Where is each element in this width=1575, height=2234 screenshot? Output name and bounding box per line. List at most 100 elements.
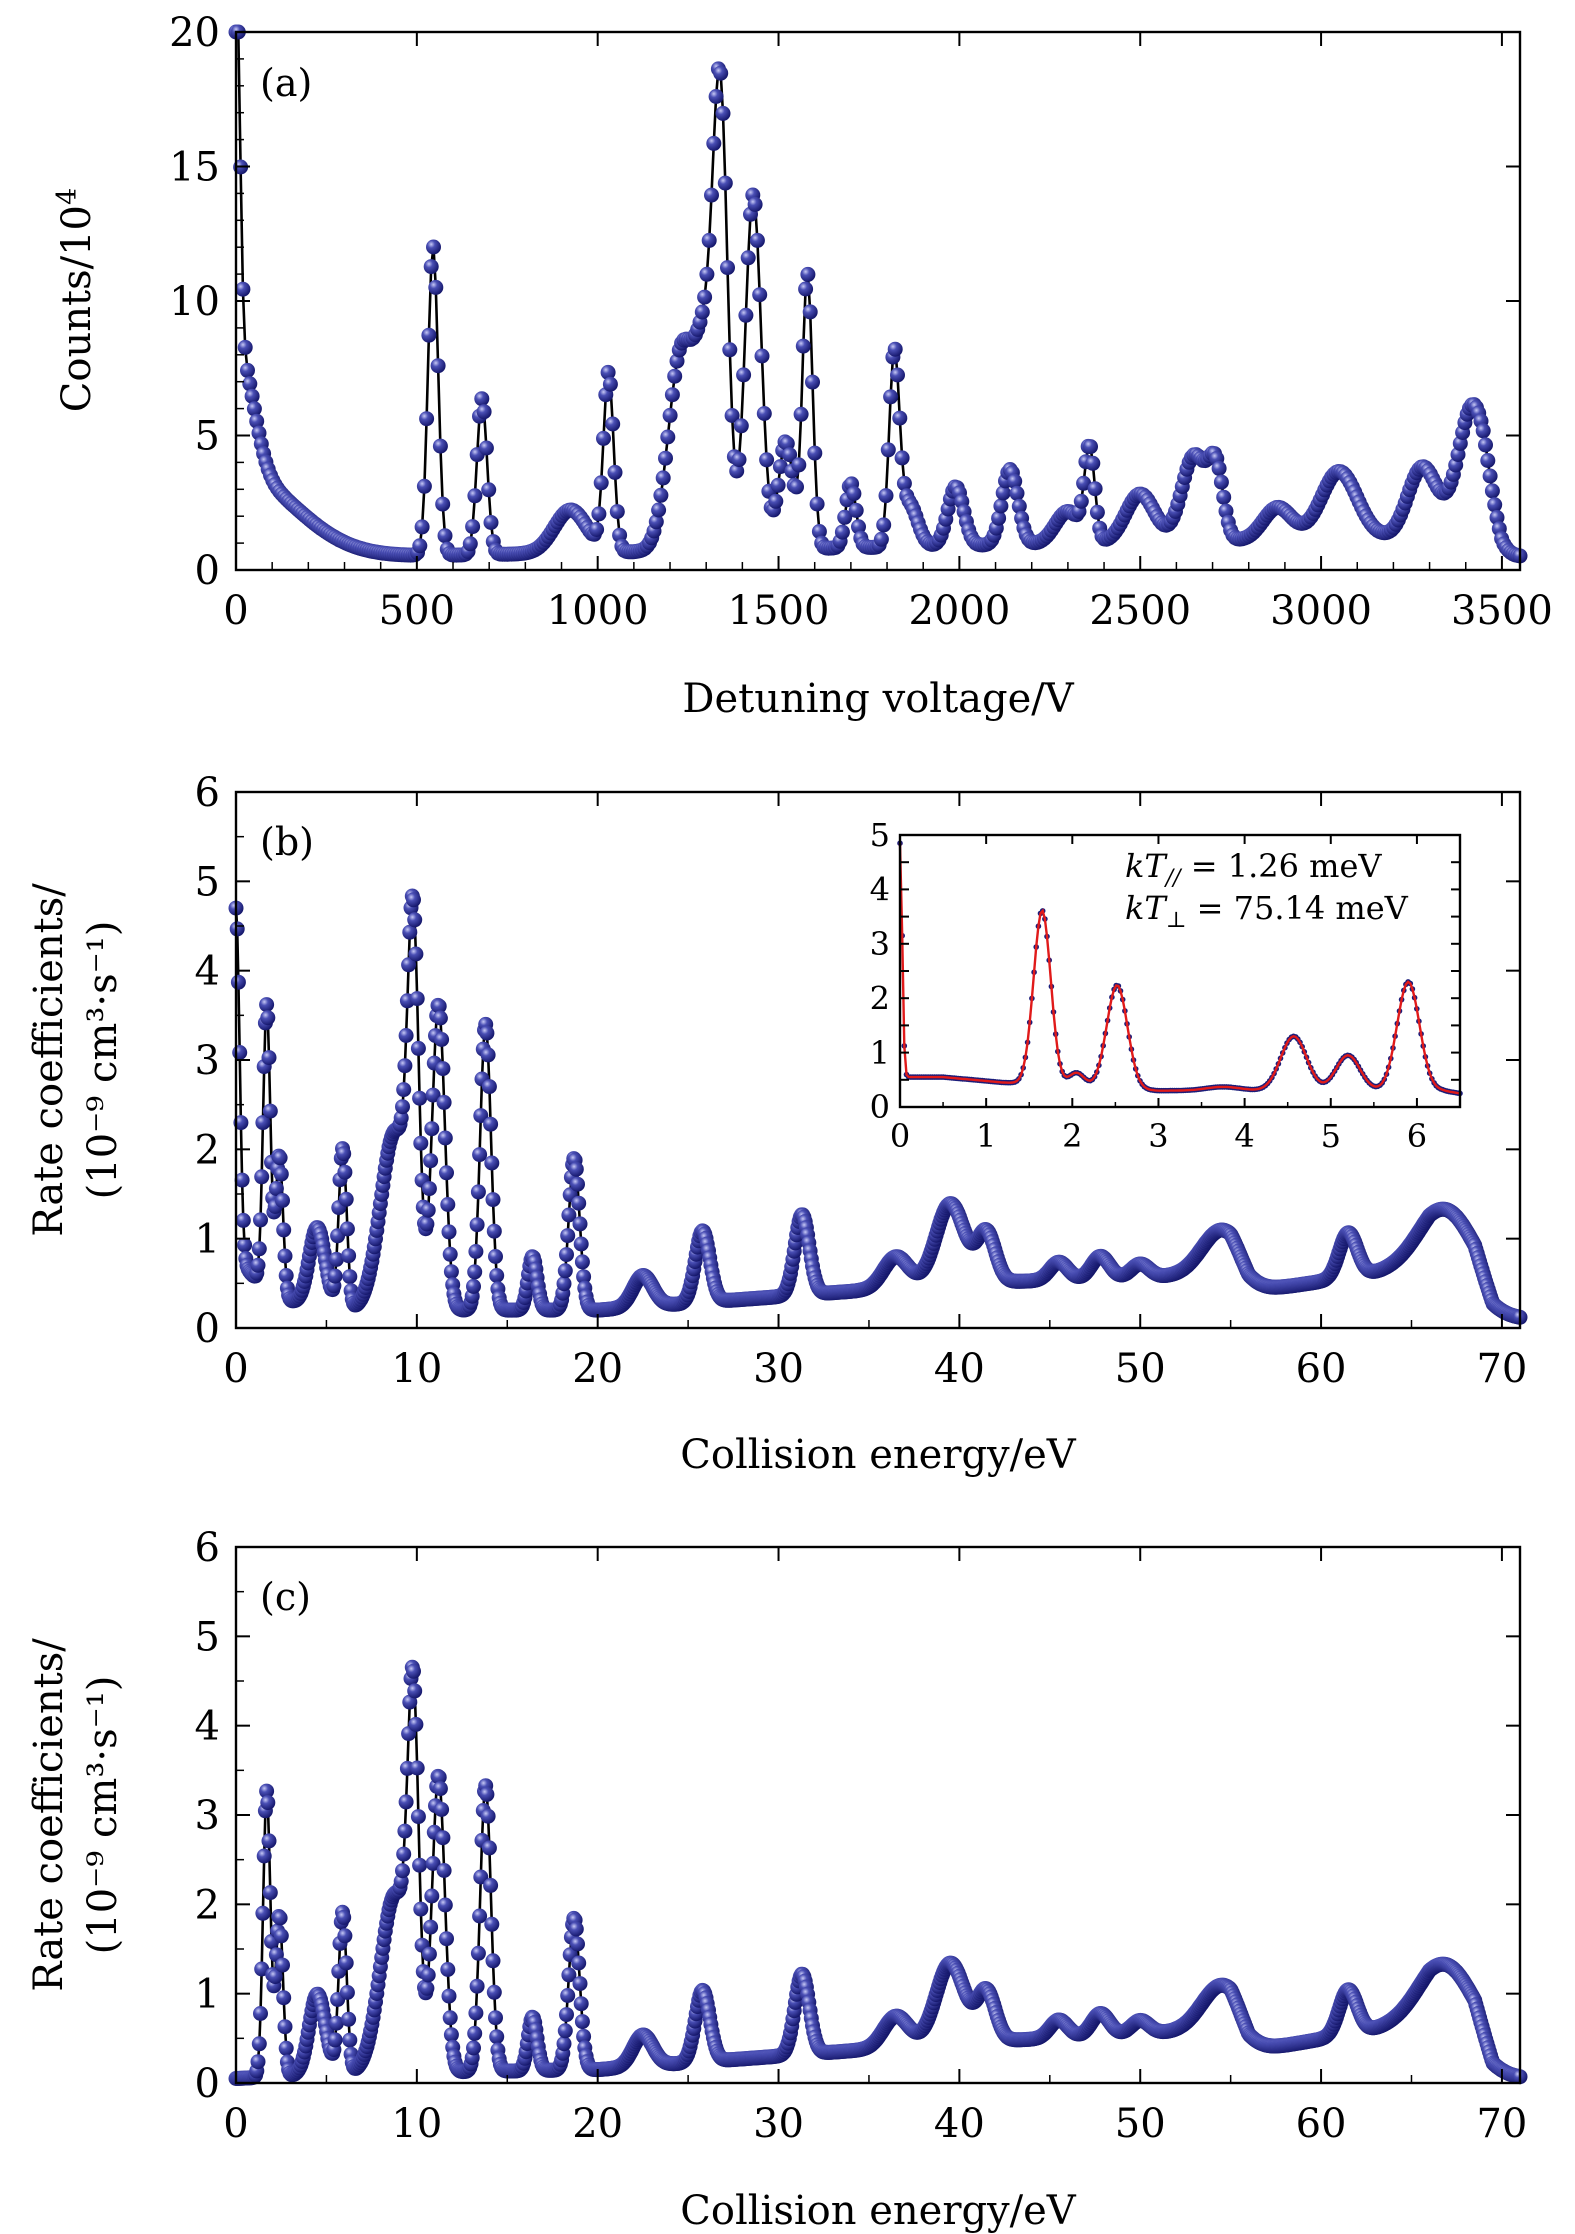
panel-a-data-point: [1480, 453, 1496, 468]
panel-c-data-point: [253, 2006, 268, 2021]
panel-c-data-point: [473, 1869, 489, 1885]
panel-b-data-point: [432, 1010, 448, 1026]
inset-annotation-kt-perp: kT⊥ = 75.14 meV: [1125, 889, 1409, 933]
panel-a-data-point: [423, 259, 439, 275]
panel-b-data-point: [262, 1103, 278, 1119]
panel-c-data-point: [468, 2005, 484, 2021]
panel-a-data-point: [465, 519, 481, 535]
inset-annotation-kt-parallel-value: = 1.26 meV: [1181, 847, 1383, 885]
panel-a-data-point: [1076, 475, 1092, 491]
panel-c-data-point: [396, 1846, 412, 1862]
panel-c-data-point: [440, 1962, 456, 1977]
panel-c-data-point: [437, 1897, 453, 1913]
panel-a-data-point: [1213, 474, 1229, 490]
panel-c-data-point: [556, 2036, 572, 2052]
panel-a-data-point: [1007, 473, 1023, 489]
panel-a-data-point: [658, 450, 673, 466]
panel-c-data-point: [398, 1794, 414, 1810]
panel-a-data-point: [701, 232, 717, 248]
panel-c-data-point: [472, 1908, 488, 1924]
panel-a-ticks: [235, 31, 1520, 571]
panel-a-data-point: [664, 387, 680, 403]
panel-a-data-point: [846, 486, 862, 502]
y-tick-label: 4: [195, 1704, 220, 1750]
panel-a-data-point: [811, 524, 827, 539]
panel-a-data-point: [720, 260, 735, 276]
panel-a-data-point: [892, 410, 908, 426]
panel-c-connecting-line: [236, 1666, 1521, 2080]
panel-a-data-point: [890, 367, 905, 383]
panel-a-x-axis-label: Detuning voltage/V: [682, 676, 1074, 722]
panel-b-data-point: [574, 1254, 590, 1270]
panel-a-data-point: [462, 536, 478, 552]
panel-b-data-point: [481, 1079, 497, 1095]
x-tick-label: 2500: [1089, 588, 1191, 634]
x-tick-label: 500: [379, 588, 455, 634]
panel-b-data-point: [395, 1099, 410, 1115]
y-tick-label: 5: [195, 414, 220, 460]
panel-a-y-axis-label: Counts/104: [52, 188, 100, 412]
panel-a-data-point: [1478, 437, 1493, 453]
panel-c-frame: [234, 1545, 1522, 2085]
panel-c-data-point: [327, 2032, 343, 2048]
panel-c: (c) 0 10 20 30 40 50 60 70 0 1 2 3 4 5 6 Collision en…: [26, 1525, 1528, 2234]
panel-a-data-point: [789, 479, 804, 495]
panel-c-data-point: [568, 1921, 584, 1937]
panel-a-data-point: [414, 519, 430, 535]
panel-a-data-point: [724, 408, 740, 423]
panel-b-data-point: [402, 924, 418, 940]
panel-b-data-point: [342, 1269, 358, 1285]
panel-c-data-point: [419, 1980, 435, 1996]
inset-background: [900, 835, 1460, 1107]
y-tick-label: 5: [195, 1614, 220, 1660]
panel-a-y-tick-labels: 0 5 10 15 20: [169, 10, 220, 594]
panel-a-data-point: [249, 413, 265, 429]
panel-b-data-point: [413, 1135, 429, 1151]
panel-a-data-point: [242, 376, 258, 392]
panel-c-data-point: [338, 1955, 354, 1971]
panel-c-data-point: [557, 2023, 573, 2039]
panel-a-data-point: [791, 457, 807, 473]
panel-a-data-point: [749, 232, 765, 248]
panel-c-y-tick-labels: 0 1 2 3 4 5 6: [195, 1525, 220, 2107]
panel-b-data-point: [260, 1010, 276, 1026]
panel-b-data-point: [573, 1236, 589, 1252]
panel-a-data-point: [798, 281, 814, 297]
panel-c-data-point: [423, 1919, 439, 1935]
panel-a-data-point: [800, 266, 816, 282]
panel-a-data-point: [596, 430, 611, 446]
panel-a-data-point: [605, 416, 621, 432]
panel-a-data-point: [416, 478, 432, 494]
inset-series: [897, 840, 1463, 1097]
panel-b-data-point: [557, 1263, 573, 1279]
panel-c-y-axis-label-line1: Rate coefficients/: [26, 1638, 72, 1992]
panel-b-data-point: [254, 1169, 270, 1185]
panel-a-data-point: [772, 459, 788, 475]
panel-c-data-point: [420, 1967, 436, 1983]
y-tick-label: 5: [195, 859, 220, 905]
panel-c-data-point: [483, 1877, 499, 1893]
x-tick-label: 70: [1476, 1346, 1527, 1392]
panel-c-data-point: [339, 1985, 355, 2000]
panel-c-ticks: [235, 1546, 1520, 2084]
panel-b-data-point: [327, 1268, 343, 1284]
panel-b-data-point: [572, 1216, 588, 1232]
panel-c-data-point: [409, 1760, 425, 1776]
panel-c-data-point: [479, 1786, 495, 1802]
panel-b-data-point: [232, 1045, 248, 1060]
panel-c-data-point: [466, 2040, 481, 2056]
y-tick-label: 4: [195, 949, 220, 995]
panel-a-data-point: [779, 436, 795, 451]
panel-a-data-point: [648, 514, 664, 530]
panel-c-data-point: [480, 1808, 496, 1824]
panel-c-data-point: [407, 1683, 423, 1699]
panel-a-data-point: [894, 450, 910, 466]
panel-a-data-point: [421, 327, 437, 343]
panel-c-data-point: [488, 2010, 503, 2026]
x-tick-label: 1: [976, 1117, 996, 1155]
panel-a-data-point: [483, 515, 499, 530]
x-tick-label: 0: [223, 2101, 248, 2147]
panel-b-y-tick-labels: 0 1 2 3 4 5 6: [195, 770, 220, 1352]
panel-c-y-axis-label-line2: (10⁻⁹ cm³·s⁻¹): [80, 1676, 126, 1955]
